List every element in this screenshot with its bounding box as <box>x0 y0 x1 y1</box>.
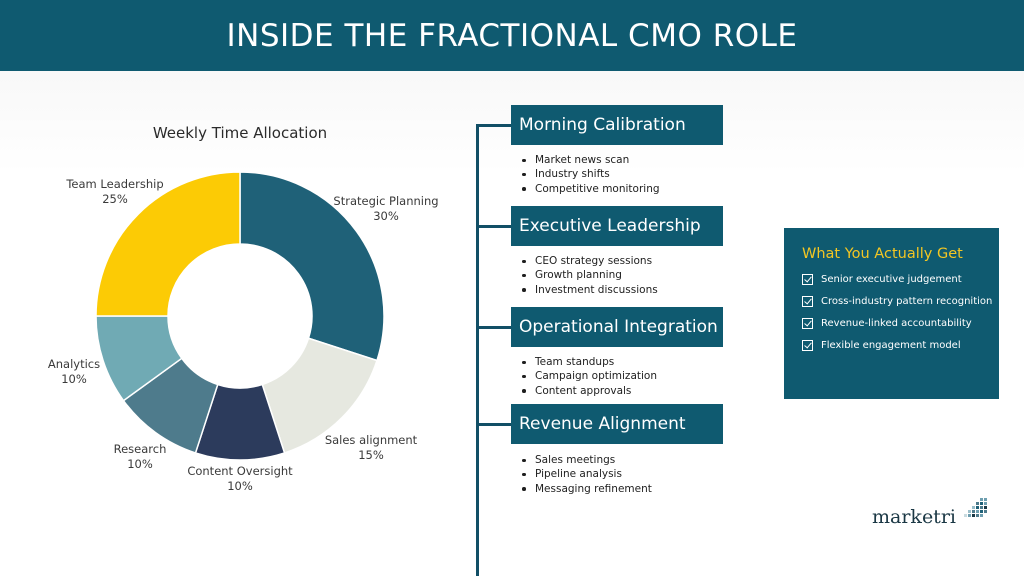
list-item: Industry shifts <box>519 167 660 181</box>
pie-label-value: 10% <box>227 479 253 493</box>
timeline-connector <box>476 124 512 127</box>
list-item: Messaging refinement <box>519 482 652 496</box>
stage-title: Morning Calibration <box>519 115 686 135</box>
pie-label-name: Team Leadership <box>66 177 164 191</box>
pie-label-name: Research <box>113 442 167 456</box>
pie-label-value: 30% <box>373 209 399 223</box>
benefits-title: What You Actually Get <box>802 246 963 262</box>
timeline-connector <box>476 423 512 426</box>
timeline-connector <box>476 225 512 228</box>
pie-label-name: Sales alignment <box>324 433 418 447</box>
stage-morning-calibration: Morning Calibration <box>511 105 723 145</box>
checkbox-checked-icon <box>802 340 813 351</box>
list-item: Sales meetings <box>519 453 652 467</box>
logo-text: marketri <box>872 506 956 528</box>
timeline-line <box>476 124 479 576</box>
stage-executive-leadership: Executive Leadership <box>511 206 723 246</box>
pie-label-value: 25% <box>102 192 128 206</box>
list-item: Market news scan <box>519 153 660 167</box>
benefit-item: Senior executive judgement <box>802 274 999 285</box>
stage-title: Revenue Alignment <box>519 414 686 434</box>
stage-revenue-alignment: Revenue Alignment <box>511 404 723 444</box>
list-item: Team standups <box>519 355 657 369</box>
stage-list-revenue-alignment: Sales meetings Pipeline analysis Messagi… <box>519 453 652 496</box>
list-item: Pipeline analysis <box>519 467 652 481</box>
chart-title: Weekly Time Allocation <box>152 124 328 142</box>
page-title: INSIDE THE FRACTIONAL CMO ROLE <box>226 17 798 54</box>
pie-label-value: 15% <box>358 448 384 462</box>
pie-slice-strategic-planning <box>239 171 385 362</box>
list-item: Campaign optimization <box>519 369 657 383</box>
benefit-item: Revenue-linked accountability <box>802 318 999 329</box>
list-item: Competitive monitoring <box>519 182 660 196</box>
stage-title: Executive Leadership <box>519 216 701 236</box>
benefit-item: Cross-industry pattern recognition <box>802 296 999 307</box>
list-item: CEO strategy sessions <box>519 254 658 268</box>
pie-label-name: Analytics <box>47 357 101 371</box>
stage-list-executive-leadership: CEO strategy sessions Growth planning In… <box>519 254 658 297</box>
marketri-logo: marketri <box>872 498 988 528</box>
benefits-panel: What You Actually Get Senior executive j… <box>784 228 999 399</box>
timeline-connector <box>476 326 512 329</box>
pie-label-name: Content Oversight <box>187 464 293 478</box>
benefit-item: Flexible engagement model <box>802 340 999 351</box>
pie-label-value: 10% <box>127 457 153 471</box>
pie-slice-team-leadership <box>95 171 241 317</box>
benefit-text: Senior executive judgement <box>821 274 962 285</box>
list-item: Growth planning <box>519 268 658 282</box>
header-bar: INSIDE THE FRACTIONAL CMO ROLE <box>0 0 1024 71</box>
pie-label-name: Strategic Planning <box>333 194 439 208</box>
checkbox-checked-icon <box>802 318 813 329</box>
benefit-text: Cross-industry pattern recognition <box>821 296 993 307</box>
stage-operational-integration: Operational Integration <box>511 307 723 347</box>
stage-list-morning-calibration: Market news scan Industry shifts Competi… <box>519 153 660 196</box>
pie-label-research: Research 10% <box>90 442 190 472</box>
benefit-text: Revenue-linked accountability <box>821 318 972 329</box>
pie-label-analytics: Analytics 10% <box>34 357 114 387</box>
pie-label-value: 10% <box>61 372 87 386</box>
pie-label-strategic-planning: Strategic Planning 30% <box>316 194 456 224</box>
pie-label-content-oversight: Content Oversight 10% <box>170 464 310 494</box>
benefit-text: Flexible engagement model <box>821 340 961 351</box>
pie-label-team-leadership: Team Leadership 25% <box>55 177 175 207</box>
stage-title: Operational Integration <box>519 317 718 337</box>
stage-list-operational-integration: Team standups Campaign optimization Cont… <box>519 355 657 398</box>
checkbox-checked-icon <box>802 274 813 285</box>
pie-label-sales-alignment: Sales alignment 15% <box>301 433 441 463</box>
checkbox-checked-icon <box>802 296 813 307</box>
list-item: Content approvals <box>519 384 657 398</box>
list-item: Investment discussions <box>519 283 658 297</box>
logo-mark-icon <box>963 498 987 517</box>
